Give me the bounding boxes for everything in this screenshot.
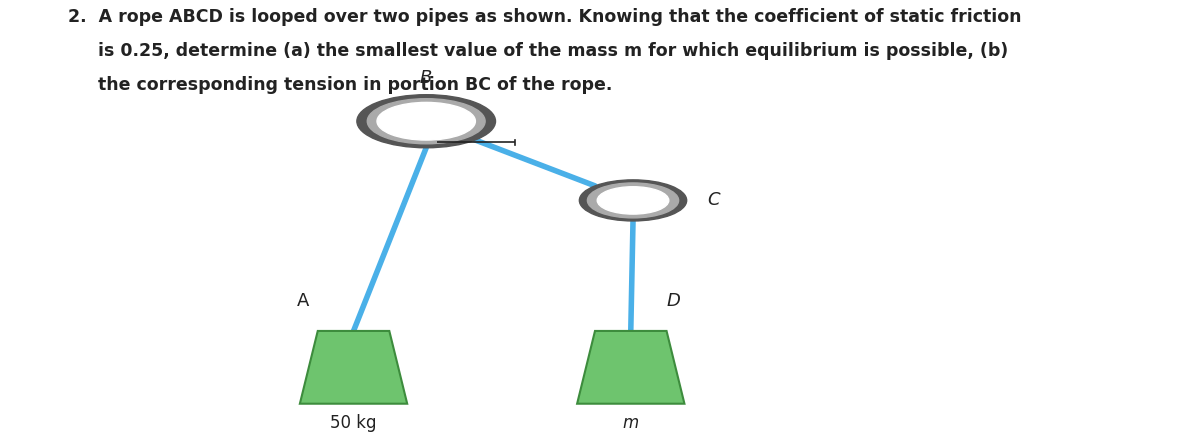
Text: C: C	[707, 191, 720, 209]
Text: 2.  A rope ABCD is looped over two pipes as shown. Knowing that the coefficient : 2. A rope ABCD is looped over two pipes …	[68, 8, 1022, 26]
Circle shape	[356, 95, 496, 148]
Polygon shape	[577, 331, 684, 404]
Circle shape	[598, 187, 668, 214]
Text: A: A	[298, 291, 310, 309]
Circle shape	[588, 183, 679, 218]
Text: 50 kg: 50 kg	[330, 414, 377, 432]
Circle shape	[377, 102, 475, 140]
Text: D: D	[666, 291, 680, 309]
Circle shape	[580, 180, 686, 221]
Text: is 0.25, determine (a) the smallest value of the mass m for which equilibrium is: is 0.25, determine (a) the smallest valu…	[68, 42, 1009, 60]
Text: B: B	[420, 69, 432, 87]
Polygon shape	[300, 331, 407, 404]
Circle shape	[367, 99, 485, 144]
Text: the corresponding tension in portion BC of the rope.: the corresponding tension in portion BC …	[68, 76, 613, 94]
Text: m: m	[623, 414, 638, 432]
Text: 30°: 30°	[442, 122, 469, 137]
